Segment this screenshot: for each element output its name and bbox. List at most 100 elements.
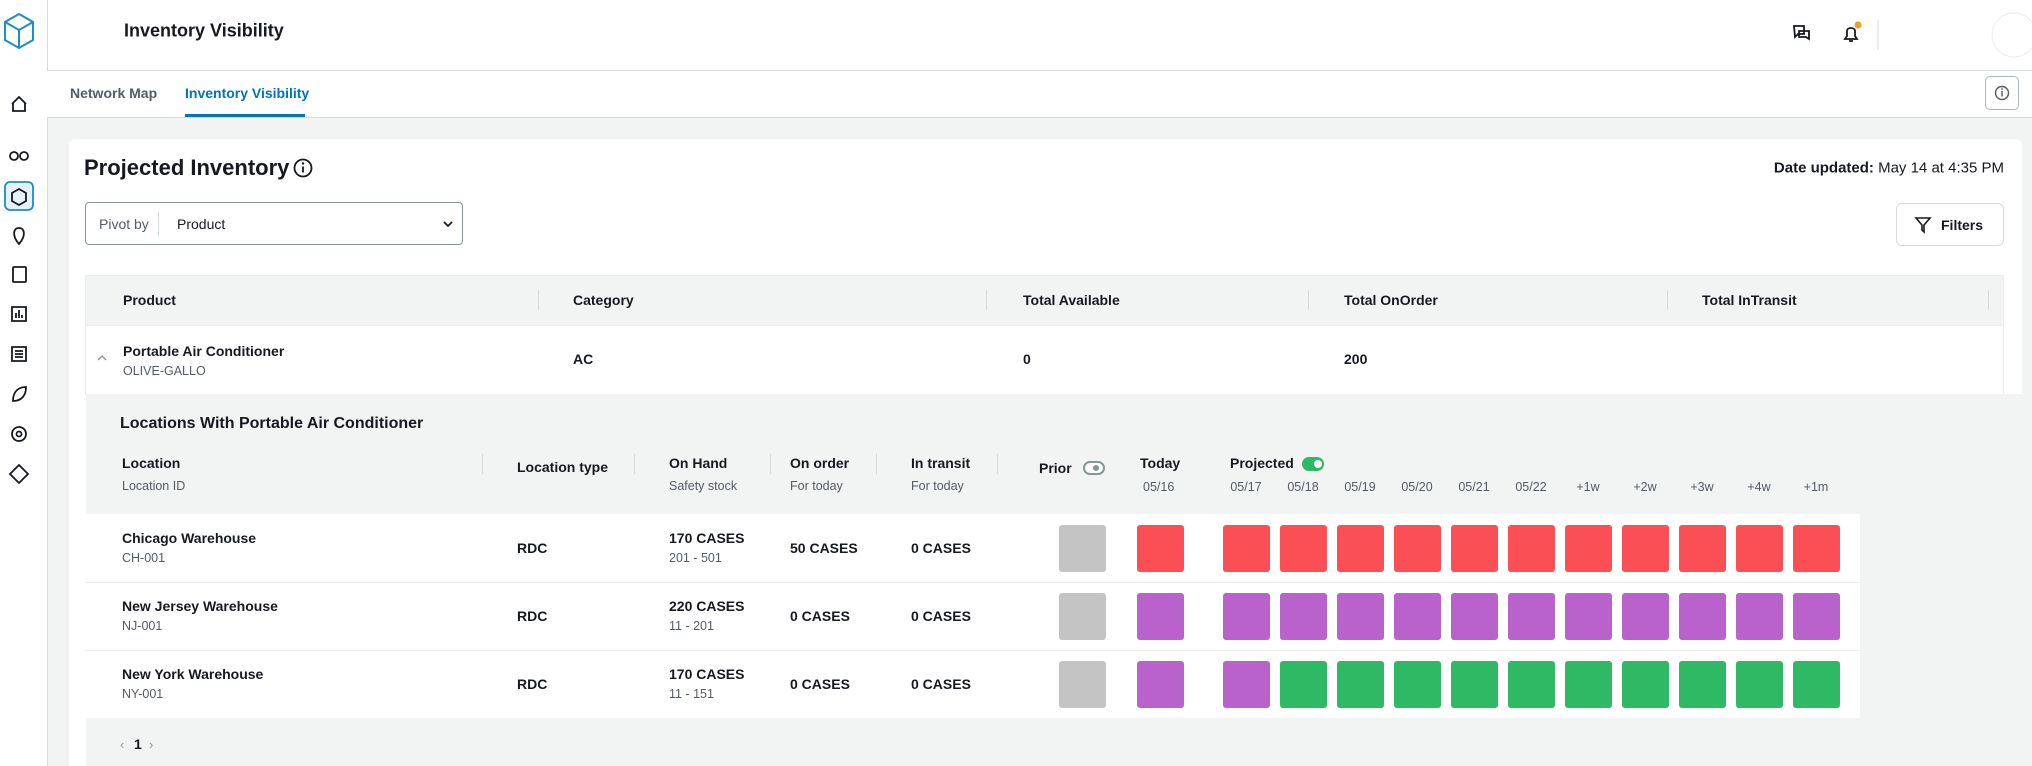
on-hand: 170 CASES [669, 666, 744, 682]
detail-column-header: On order [790, 455, 849, 471]
row-collapse[interactable] [96, 352, 108, 364]
column-header: Category [573, 292, 634, 308]
column-header: Total OnOrder [1344, 292, 1438, 308]
product-id: OLIVE-GALLO [123, 364, 206, 378]
projected-cell [1622, 525, 1669, 572]
pivot-value[interactable]: Product [177, 216, 225, 232]
info-icon [1986, 77, 2018, 109]
row-divider [85, 582, 1860, 583]
top-bar [0, 0, 2032, 71]
column-separator [997, 454, 998, 474]
date-label: +2w [1633, 480, 1656, 494]
projected-cell [1280, 525, 1327, 572]
projected-cell [1223, 525, 1270, 572]
column-separator [1988, 290, 1989, 310]
logo[interactable] [5, 14, 33, 48]
projected-cell [1622, 593, 1669, 640]
projected-cell [1793, 593, 1840, 640]
category: AC [573, 351, 593, 367]
date-label: 05/21 [1458, 480, 1489, 494]
projected-cell [1280, 593, 1327, 640]
projected-cell [1793, 661, 1840, 708]
page-title: Inventory Visibility [124, 21, 284, 42]
projected-label: Projected [1230, 455, 1294, 471]
projected-cell [1679, 661, 1726, 708]
projected-cell [1736, 661, 1783, 708]
projected-cell [1679, 593, 1726, 640]
projected-cell [1793, 525, 1840, 572]
filters-label[interactable]: Filters [1941, 217, 1983, 233]
header-actions [1780, 10, 2032, 60]
on-hand: 220 CASES [669, 598, 744, 614]
binoculars-icon[interactable] [10, 152, 18, 160]
detail-column-header: Location type [517, 459, 608, 475]
date-value: May 14 at 4:35 PM [1874, 160, 2004, 177]
notification-icon[interactable] [1845, 28, 1857, 41]
projected-cell [1394, 525, 1441, 572]
date-label: 05/18 [1287, 480, 1318, 494]
date-label: 05/20 [1401, 480, 1432, 494]
date-label: 05/16 [1143, 480, 1174, 494]
total-onorder: 200 [1344, 351, 1367, 367]
projected-cell [1508, 661, 1555, 708]
projected-cell [1394, 593, 1441, 640]
tab[interactable]: Network Map [70, 85, 157, 101]
detail-column-sub: For today [790, 479, 843, 493]
clipboard-icon[interactable] [13, 267, 26, 282]
column-separator [770, 454, 771, 474]
avatar[interactable] [1992, 13, 2032, 57]
projected-cell [1736, 593, 1783, 640]
prior-cell [1059, 661, 1106, 708]
title-info-icon[interactable] [292, 157, 314, 179]
today-cell [1137, 661, 1184, 708]
page-next[interactable]: › [149, 737, 153, 752]
date-label: 05/22 [1515, 480, 1546, 494]
settings-icon-core [17, 432, 22, 437]
location-name: New Jersey Warehouse [122, 598, 278, 614]
column-separator [1667, 290, 1668, 310]
on-order: 0 CASES [790, 676, 850, 692]
location-name: New York Warehouse [122, 666, 263, 682]
projected-cell [1337, 525, 1384, 572]
column-separator [1308, 290, 1309, 310]
location-type: RDC [517, 608, 547, 624]
settings-icon[interactable] [12, 427, 26, 441]
list-icon[interactable] [12, 347, 26, 361]
column-separator [538, 290, 539, 310]
today-cell [1137, 525, 1184, 572]
location-icon[interactable] [14, 228, 24, 244]
pivot-divider [158, 212, 159, 236]
in-transit: 0 CASES [911, 540, 971, 556]
leaf-icon[interactable] [13, 387, 26, 401]
projected-cell [1337, 593, 1384, 640]
info-button[interactable] [1985, 76, 2019, 110]
prior-label: Prior [1039, 460, 1072, 476]
tab[interactable]: Inventory Visibility [185, 85, 309, 101]
tag-icon[interactable] [10, 465, 28, 483]
column-header: Total Available [1023, 292, 1120, 308]
binoculars-icon-part [20, 152, 28, 160]
chart-icon[interactable] [12, 307, 26, 321]
column-separator [634, 454, 635, 474]
projected-cell [1223, 593, 1270, 640]
page-number[interactable]: 1 [134, 736, 142, 752]
pivot-label: Pivot by [99, 216, 149, 232]
home-icon[interactable] [12, 97, 26, 111]
projected-cell [1223, 661, 1270, 708]
projected-cell [1508, 593, 1555, 640]
detail-column-header: In transit [911, 455, 970, 471]
date-label: +1m [1804, 480, 1829, 494]
detail-column-sub: For today [911, 479, 964, 493]
detail-column-sub: Location ID [122, 479, 185, 493]
today-label: Today [1140, 455, 1180, 471]
projected-cell [1337, 661, 1384, 708]
tab-bar [47, 71, 2032, 118]
column-separator [986, 290, 987, 310]
page-prev[interactable]: ‹ [120, 737, 124, 752]
notification-dot [1855, 22, 1862, 29]
on-hand: 170 CASES [669, 530, 744, 546]
chat-icon[interactable] [1794, 26, 1809, 39]
prior-cell [1059, 525, 1106, 572]
sidebar-icons [0, 0, 47, 500]
